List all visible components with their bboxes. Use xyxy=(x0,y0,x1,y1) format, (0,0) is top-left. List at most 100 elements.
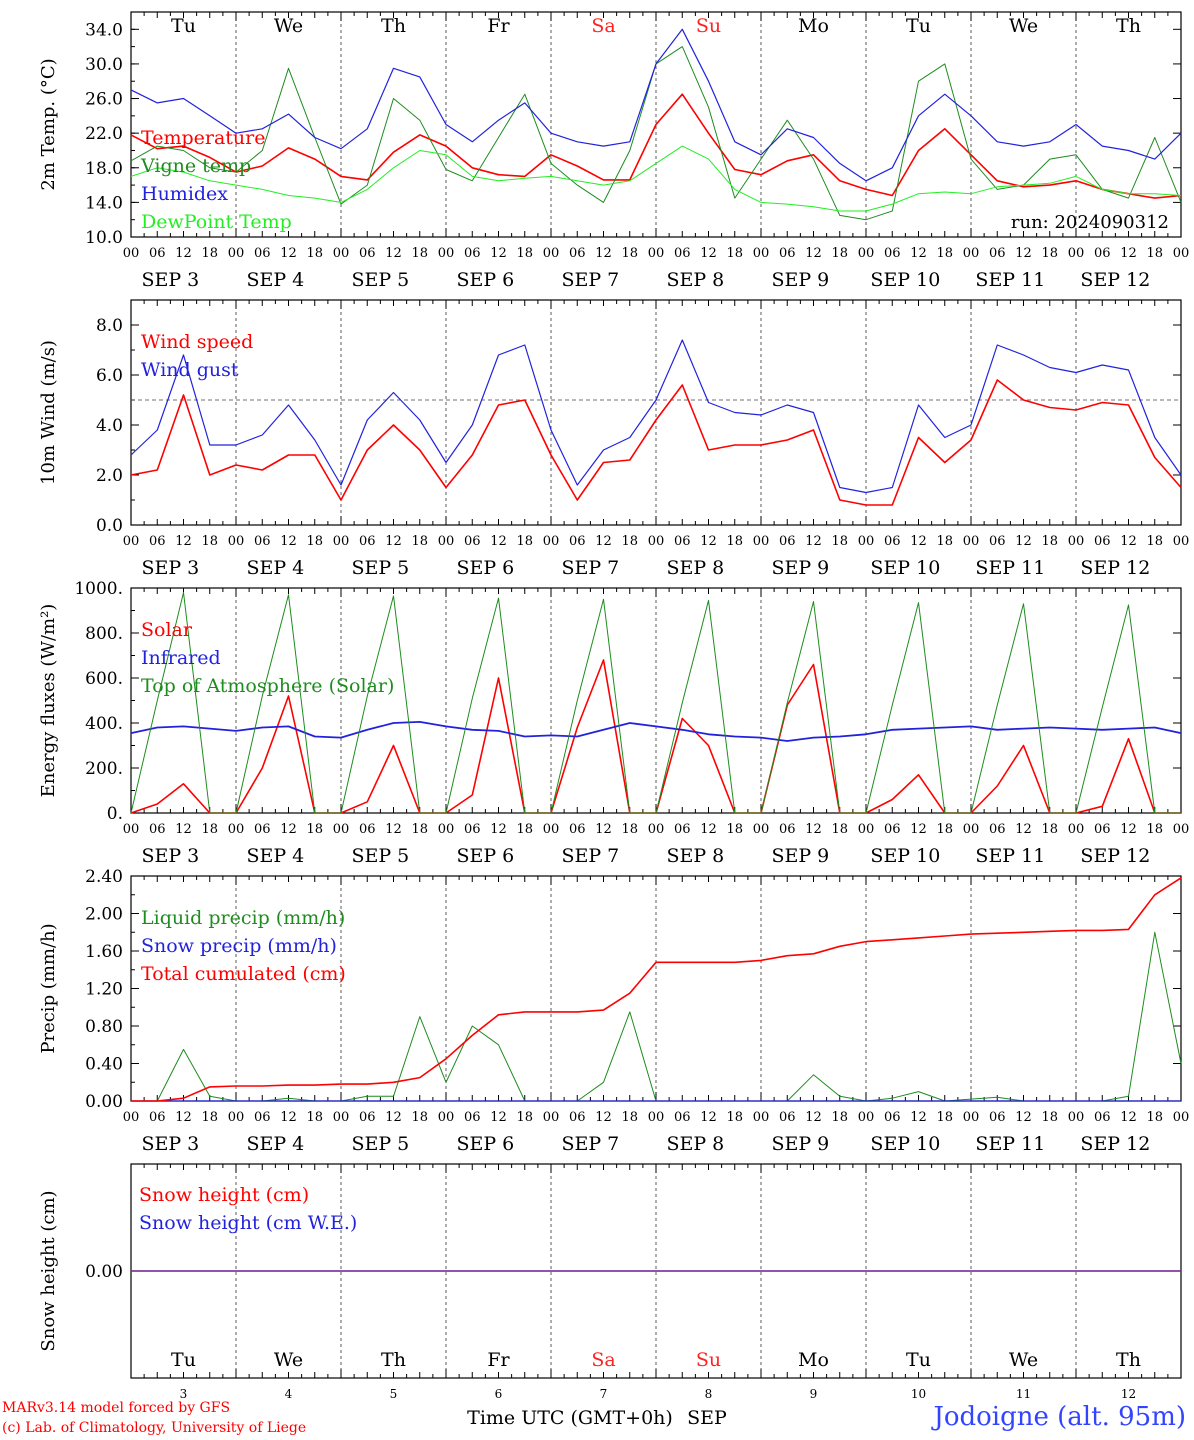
day-name: Fr xyxy=(487,1349,510,1371)
hour-label: 12 xyxy=(1120,822,1137,837)
day-number: 9 xyxy=(810,1387,818,1401)
hour-label: 12 xyxy=(805,822,822,837)
hour-label: 00 xyxy=(963,1110,980,1125)
hour-label: 12 xyxy=(1120,246,1137,261)
hour-label: 18 xyxy=(726,822,743,837)
hour-label: 06 xyxy=(569,534,586,549)
date-label: SEP 12 xyxy=(1080,1133,1150,1155)
hour-label: 06 xyxy=(1094,534,1111,549)
day-name: Fr xyxy=(487,15,510,37)
date-label: SEP 8 xyxy=(666,269,724,291)
hour-label: 00 xyxy=(648,822,665,837)
date-label: SEP 9 xyxy=(771,845,829,867)
hour-label: 12 xyxy=(595,1110,612,1125)
y-tick-label: 200. xyxy=(85,759,123,779)
hour-label: 06 xyxy=(779,246,796,261)
hour-label: 06 xyxy=(674,246,691,261)
y-tick-label: 0. xyxy=(107,804,123,824)
y-tick-label: 1000. xyxy=(74,579,123,599)
legend-entry: Snow height (cm) xyxy=(139,1184,309,1206)
hour-label: 00 xyxy=(438,246,455,261)
hour-label: 06 xyxy=(884,246,901,261)
date-label: SEP 8 xyxy=(666,1133,724,1155)
series-line xyxy=(130,93,1182,199)
hour-label: 06 xyxy=(254,246,271,261)
hour-label: 12 xyxy=(385,246,402,261)
hour-label: 12 xyxy=(595,534,612,549)
y-tick-label: 8.0 xyxy=(96,316,123,336)
hour-label: 00 xyxy=(858,534,875,549)
date-label: SEP 11 xyxy=(975,557,1045,579)
hour-label: 00 xyxy=(543,534,560,549)
date-label: SEP 12 xyxy=(1080,269,1150,291)
hour-label: 12 xyxy=(1120,1110,1137,1125)
hour-label: 00 xyxy=(753,246,770,261)
day-name: Tu xyxy=(906,15,931,37)
hour-label: 12 xyxy=(490,246,507,261)
hour-label: 18 xyxy=(1041,534,1058,549)
hour-label: 12 xyxy=(175,246,192,261)
hour-label: 18 xyxy=(1146,822,1163,837)
station-title: Jodoigne (alt. 95m) xyxy=(933,1402,1186,1432)
day-name: Su xyxy=(696,15,721,37)
hour-label: 18 xyxy=(306,534,323,549)
hour-label: 06 xyxy=(884,534,901,549)
hour-label: 18 xyxy=(201,246,218,261)
hour-label: 00 xyxy=(228,822,245,837)
y-axis-label: Precip (mm/h) xyxy=(38,923,59,1053)
hour-label: 18 xyxy=(726,1110,743,1125)
hour-label: 06 xyxy=(779,534,796,549)
date-label: SEP 9 xyxy=(771,557,829,579)
hour-label: 06 xyxy=(359,822,376,837)
day-number: 5 xyxy=(390,1387,398,1401)
hour-label: 06 xyxy=(359,246,376,261)
hour-label: 12 xyxy=(280,1110,297,1125)
hour-label: 18 xyxy=(1041,246,1058,261)
y-tick-label: 0.0 xyxy=(96,516,123,536)
hour-label: 00 xyxy=(1068,246,1085,261)
hour-label: 12 xyxy=(490,1110,507,1125)
hour-label: 00 xyxy=(1173,822,1190,837)
date-label: SEP 3 xyxy=(141,557,199,579)
date-label: SEP 5 xyxy=(351,269,409,291)
hour-label: 00 xyxy=(753,1110,770,1125)
hour-label: 06 xyxy=(464,534,481,549)
hour-label: 18 xyxy=(411,534,428,549)
date-label: SEP 6 xyxy=(456,845,514,867)
y-axis-label: 10m Wind (m/s) xyxy=(38,340,59,485)
hour-label: 00 xyxy=(333,534,350,549)
hour-label: 00 xyxy=(333,246,350,261)
hour-label: 06 xyxy=(1094,246,1111,261)
hour-label: 18 xyxy=(831,246,848,261)
legend-entry: Solar xyxy=(141,619,193,641)
day-name: Sa xyxy=(591,15,615,37)
hour-label: 00 xyxy=(438,534,455,549)
legend-entry: Wind gust xyxy=(141,359,239,381)
date-label: SEP 5 xyxy=(351,845,409,867)
day-number: 11 xyxy=(1016,1387,1031,1401)
date-label: SEP 3 xyxy=(141,269,199,291)
y-tick-label: 30.0 xyxy=(85,55,123,75)
hour-label: 12 xyxy=(700,1110,717,1125)
series-line xyxy=(130,721,1182,742)
hour-label: 18 xyxy=(306,246,323,261)
hour-label: 12 xyxy=(700,822,717,837)
y-axis-label: 2m Temp. (°C) xyxy=(38,58,59,190)
hour-label: 06 xyxy=(254,822,271,837)
hour-label: 00 xyxy=(228,246,245,261)
series-line xyxy=(130,339,1182,494)
y-tick-label: 22.0 xyxy=(85,124,123,144)
hour-label: 00 xyxy=(963,246,980,261)
series-line xyxy=(130,379,1182,506)
hour-label: 00 xyxy=(333,822,350,837)
hour-label: 18 xyxy=(831,534,848,549)
hour-label: 12 xyxy=(700,246,717,261)
y-tick-label: 4.0 xyxy=(96,416,123,436)
series-line xyxy=(130,592,1181,814)
hour-label: 12 xyxy=(805,534,822,549)
date-label: SEP 11 xyxy=(975,269,1045,291)
date-label: SEP 12 xyxy=(1080,557,1150,579)
day-name: We xyxy=(274,1349,303,1371)
hour-label: 06 xyxy=(254,534,271,549)
date-label: SEP 10 xyxy=(870,269,940,291)
